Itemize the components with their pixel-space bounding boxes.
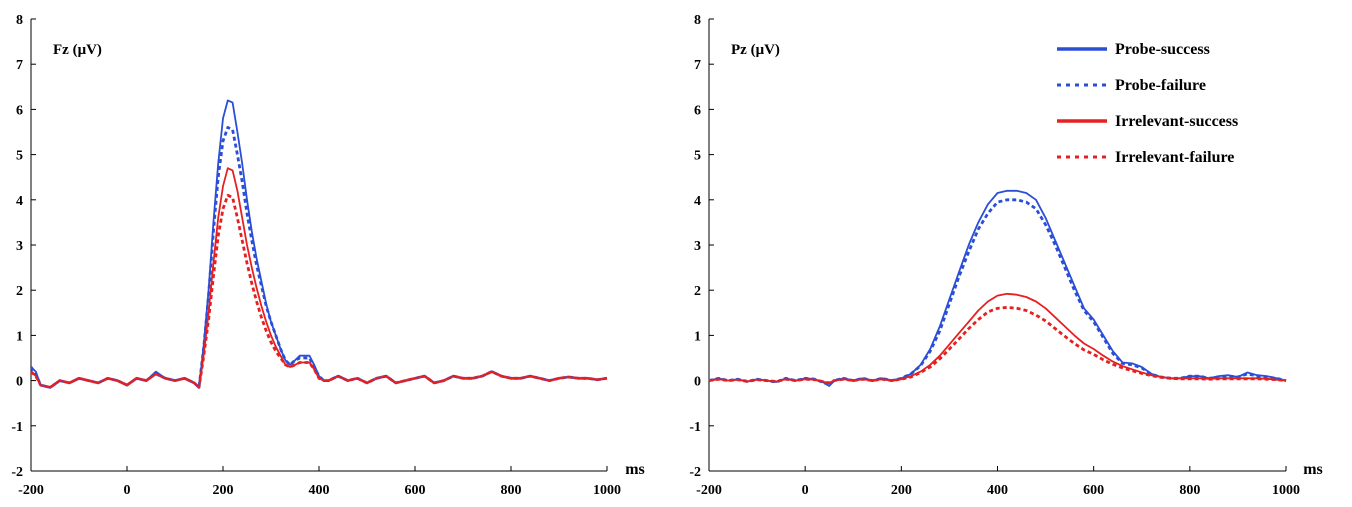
y-tick-label: 7: [16, 58, 23, 73]
legend-label: Probe-success: [1115, 41, 1210, 58]
y-tick-label: 8: [694, 13, 701, 28]
y-tick-label: 7: [694, 58, 701, 73]
x-tick-label: -200: [696, 483, 722, 498]
x-tick-label: 400: [309, 483, 330, 498]
y-tick-label: -2: [11, 465, 23, 480]
x-tick-label: -200: [18, 483, 44, 498]
series-line-probe-failure: [708, 198, 1287, 387]
x-tick-label: 1000: [593, 483, 621, 498]
y-tick-label: -2: [689, 465, 701, 480]
y-tick-label: 8: [16, 13, 23, 28]
y-tick-label: 5: [16, 149, 23, 164]
series-line-irrelevant-failure: [708, 305, 1287, 385]
x-unit-label: ms: [1303, 461, 1323, 478]
y-tick-label: 5: [694, 149, 701, 164]
series-line-probe-success: [708, 189, 1287, 387]
y-tick-label: 4: [694, 194, 701, 209]
series-line-irrelevant-success: [708, 292, 1287, 384]
panel-label: Fz (μV): [53, 42, 102, 58]
legend-label: Probe-failure: [1115, 77, 1206, 94]
y-tick-label: 0: [16, 375, 23, 390]
series-line-irrelevant-success: [30, 167, 608, 389]
x-tick-label: 800: [501, 483, 522, 498]
y-tick-label: 6: [16, 103, 23, 118]
y-tick-label: 3: [694, 239, 701, 254]
x-tick-label: 600: [1083, 483, 1104, 498]
y-tick-label: 6: [694, 103, 701, 118]
legend-label: Irrelevant-success: [1115, 113, 1238, 130]
series-line-irrelevant-failure: [30, 193, 608, 389]
y-tick-label: 4: [16, 194, 23, 209]
y-tick-label: 1: [694, 329, 701, 344]
x-tick-label: 0: [124, 483, 131, 498]
x-unit-label: ms: [625, 461, 645, 478]
x-tick-label: 400: [987, 483, 1008, 498]
x-tick-label: 0: [802, 483, 809, 498]
y-tick-label: 0: [694, 375, 701, 390]
x-tick-label: 800: [1179, 483, 1200, 498]
legend-label: Irrelevant-failure: [1115, 149, 1234, 166]
x-tick-label: 200: [213, 483, 234, 498]
x-tick-label: 1000: [1272, 483, 1300, 498]
y-tick-label: 2: [694, 284, 701, 299]
panel-label: Pz (μV): [731, 42, 780, 58]
series-line-probe-success: [30, 99, 608, 389]
x-tick-label: 200: [891, 483, 912, 498]
y-tick-label: 2: [16, 284, 23, 299]
y-tick-label: -1: [11, 420, 23, 435]
y-tick-label: 3: [16, 239, 23, 254]
y-tick-label: 1: [16, 329, 23, 344]
y-tick-label: -1: [689, 420, 701, 435]
series-line-probe-failure: [29, 126, 608, 389]
x-tick-label: 600: [405, 483, 426, 498]
